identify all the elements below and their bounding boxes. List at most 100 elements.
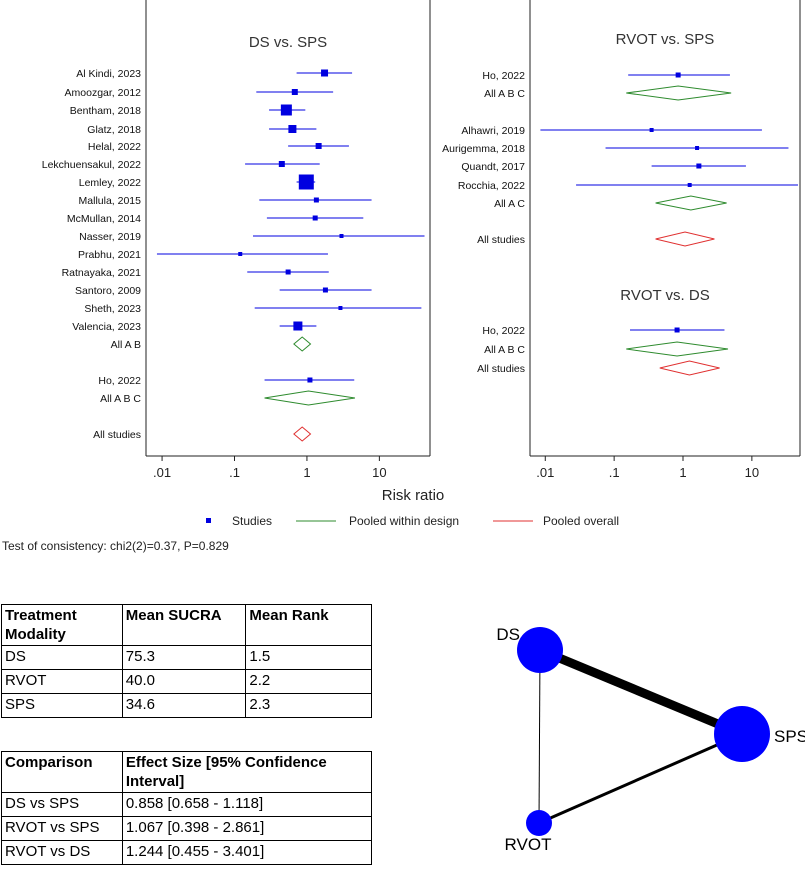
row-label: Lekchuensakul, 2022 — [42, 159, 141, 171]
header-mean-sucra: Mean SUCRA — [121, 604, 247, 646]
study-marker — [288, 125, 297, 133]
pooled-overall-diamond — [659, 360, 720, 376]
network-edge — [538, 732, 743, 825]
header-comparison: Comparison — [1, 751, 123, 793]
study-marker — [322, 287, 328, 293]
network-node — [526, 810, 552, 836]
study-marker — [285, 269, 291, 275]
network-node-label: DS — [496, 625, 520, 644]
row-label: Mallula, 2015 — [79, 195, 142, 207]
x-axis-title: Risk ratio — [382, 487, 445, 504]
panel-title: RVOT vs. SPS — [616, 31, 715, 48]
table-cell: 40.0 — [121, 669, 247, 694]
table-row: SPS 34.6 2.3 — [1, 693, 372, 718]
study-marker — [313, 197, 319, 203]
study-marker — [674, 327, 680, 333]
table-cell: 2.2 — [245, 669, 372, 694]
row-label: All A B C — [484, 344, 525, 356]
pooled-design-diamond — [626, 341, 729, 357]
x-tick-label: 1 — [303, 465, 310, 480]
row-label: Aurigemma, 2018 — [442, 143, 525, 155]
network-node-label: SPS — [774, 727, 805, 746]
effect-size-table: Comparison Effect Size [95% Confidence I… — [1, 751, 373, 865]
table-header-row: Treatment Modality Mean SUCRA Mean Rank — [1, 604, 372, 646]
row-label: Alhawri, 2019 — [461, 125, 525, 137]
row-label: Santoro, 2009 — [75, 285, 141, 297]
row-label: Lemley, 2022 — [79, 177, 141, 189]
row-label: Rocchia, 2022 — [458, 180, 525, 192]
network-node — [714, 706, 770, 762]
row-label: All studies — [477, 363, 525, 375]
x-tick-label: 10 — [372, 465, 386, 480]
table-row: RVOT 40.0 2.2 — [1, 669, 372, 694]
study-marker — [338, 306, 343, 310]
study-marker — [675, 72, 681, 78]
row-label: Nasser, 2019 — [79, 231, 141, 243]
row-label: Ho, 2022 — [482, 325, 525, 337]
study-marker — [339, 234, 344, 238]
network-node-label: RVOT — [505, 835, 552, 854]
table-cell: 2.3 — [245, 693, 372, 718]
table-cell: RVOT vs SPS — [1, 816, 123, 841]
study-marker — [291, 89, 298, 95]
header-mean-rank: Mean Rank — [245, 604, 372, 646]
network-node — [517, 627, 563, 673]
table-header-row: Comparison Effect Size [95% Confidence I… — [1, 751, 373, 793]
legend-label: Pooled within design — [349, 514, 459, 528]
study-marker — [280, 104, 292, 116]
table-cell: 1.5 — [245, 645, 372, 670]
table-cell: 34.6 — [121, 693, 247, 718]
row-label: Amoozgar, 2012 — [65, 87, 142, 99]
study-marker — [649, 128, 654, 132]
study-marker — [695, 146, 700, 150]
network-graph: DS SPS RVOT — [496, 625, 805, 854]
study-marker — [278, 161, 285, 167]
study-marker — [238, 252, 243, 256]
table-cell: 0.858 [0.658 - 1.118] — [121, 792, 373, 817]
pooled-overall-diamond — [655, 231, 715, 247]
row-label: Bentham, 2018 — [70, 105, 141, 117]
row-label: All studies — [477, 234, 525, 246]
row-label: Glatz, 2018 — [87, 124, 141, 136]
table-cell: 1.244 [0.455 - 3.401] — [121, 840, 373, 865]
x-tick-label: .01 — [536, 465, 554, 480]
study-marker — [687, 183, 692, 187]
row-label: Helal, 2022 — [88, 141, 141, 153]
x-tick-label: .1 — [229, 465, 240, 480]
table-row: DS vs SPS 0.858 [0.658 - 1.118] — [1, 792, 373, 817]
table-cell: SPS — [1, 693, 123, 718]
table-cell: RVOT vs DS — [1, 840, 123, 865]
row-label: All A B C — [100, 393, 141, 405]
pooled-overall-diamond — [293, 426, 312, 442]
row-label: Prabhu, 2021 — [78, 249, 141, 261]
sucra-table: Treatment Modality Mean SUCRA Mean Rank … — [1, 604, 372, 718]
study-marker — [298, 174, 314, 190]
panel-title: DS vs. SPS — [249, 34, 327, 51]
table-cell: 1.067 [0.398 - 2.861] — [121, 816, 373, 841]
row-label: Ratnayaka, 2021 — [62, 267, 142, 279]
pooled-design-diamond — [655, 195, 727, 211]
header-effect-size: Effect Size [95% Confidence Interval] — [121, 751, 373, 793]
x-tick-label: .01 — [153, 465, 171, 480]
x-tick-label: .1 — [609, 465, 620, 480]
table-cell: 75.3 — [121, 645, 247, 670]
legend-label: Pooled overall — [543, 514, 619, 528]
table-cell: DS — [1, 645, 123, 670]
study-marker — [307, 377, 313, 383]
row-label: All studies — [93, 429, 141, 441]
table-cell: RVOT — [1, 669, 123, 694]
study-marker — [696, 163, 702, 169]
row-label: Sheth, 2023 — [84, 303, 141, 315]
table-row: RVOT vs SPS 1.067 [0.398 - 2.861] — [1, 816, 373, 841]
x-tick-label: 1 — [679, 465, 686, 480]
network-edge — [538, 649, 541, 824]
legend-label: Studies — [232, 514, 272, 528]
consistency-note: Test of consistency: chi2(2)=0.37, P=0.8… — [2, 539, 229, 553]
x-tick-label: 10 — [745, 465, 759, 480]
row-label: Valencia, 2023 — [72, 321, 141, 333]
row-label: All A C — [494, 198, 525, 210]
row-label: Quandt, 2017 — [461, 161, 525, 173]
row-label: Ho, 2022 — [482, 70, 525, 82]
forest-plot: .01 .1 1 10 .01 .1 1 10 DS vs. SPS Al Kindi, 2023… — [2, 0, 801, 553]
header-treatment-modality: Treatment Modality — [1, 604, 123, 646]
